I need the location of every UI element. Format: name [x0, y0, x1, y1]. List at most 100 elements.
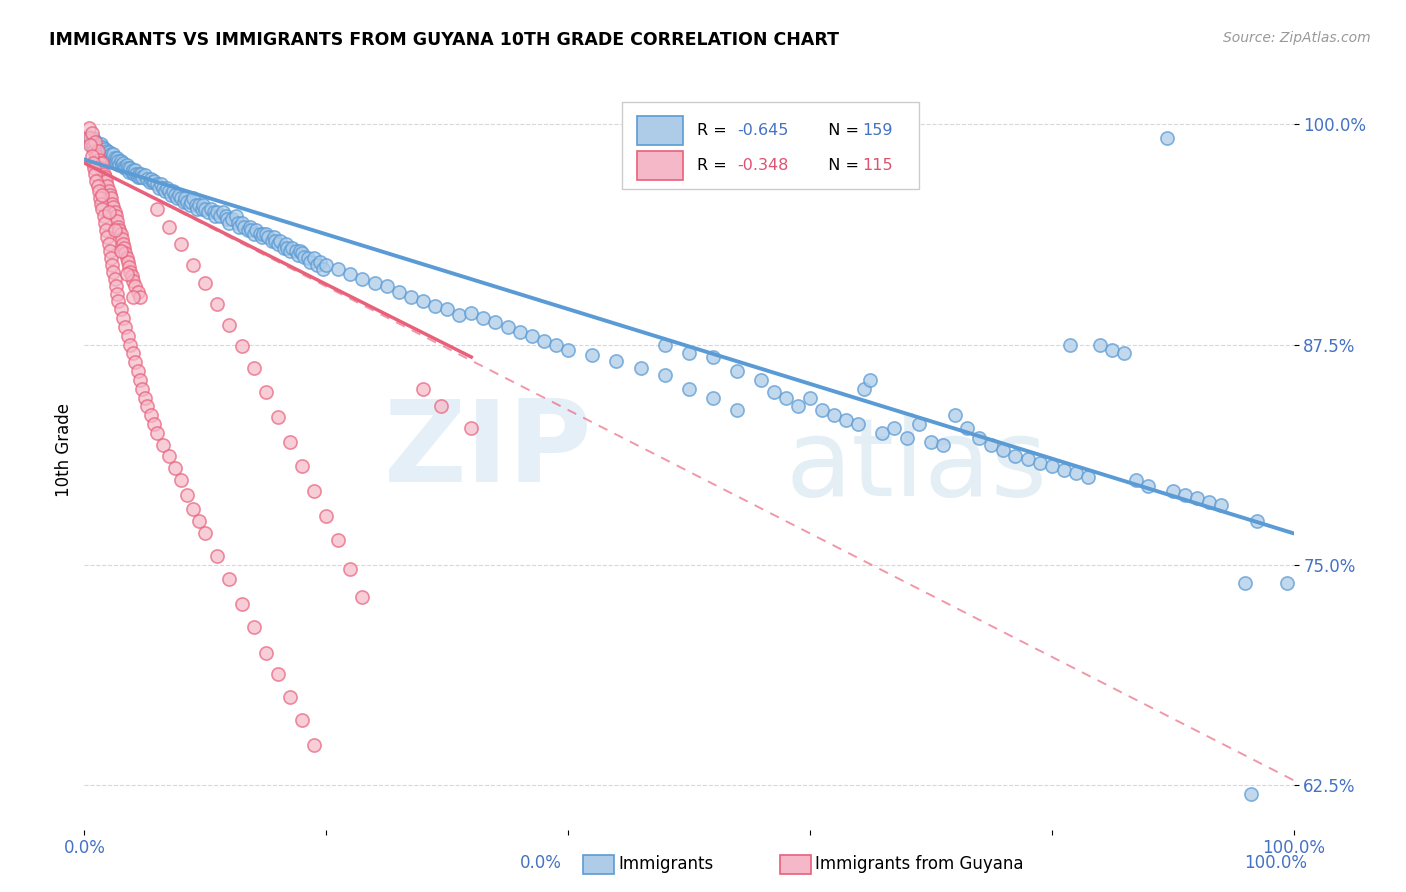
Text: Source: ZipAtlas.com: Source: ZipAtlas.com [1223, 31, 1371, 45]
Point [412, 293, 434, 308]
Point [1246, 514, 1268, 528]
Point [233, 219, 256, 234]
Point [762, 385, 785, 400]
Point [1040, 459, 1063, 474]
Point [146, 425, 169, 440]
Point [112, 237, 135, 252]
Point [883, 420, 905, 434]
Point [278, 434, 301, 449]
Text: atlas: atlas [786, 413, 1047, 518]
Point [1053, 463, 1076, 477]
Point [82, 131, 104, 145]
Point [186, 202, 208, 216]
Point [118, 260, 141, 274]
Point [184, 198, 207, 212]
Point [105, 214, 128, 228]
Point [90, 196, 112, 211]
Point [142, 176, 165, 190]
Point [907, 417, 929, 431]
Point [139, 408, 162, 422]
Point [97, 237, 120, 252]
Point [121, 274, 143, 288]
Point [375, 279, 398, 293]
Point [352, 590, 374, 604]
Point [91, 187, 114, 202]
Point [1156, 131, 1178, 145]
Point [120, 265, 142, 279]
Point [115, 252, 138, 266]
Point [423, 299, 446, 313]
Point [294, 250, 316, 264]
Point [121, 346, 143, 360]
Point [80, 138, 103, 153]
Point [89, 156, 111, 170]
Point [98, 149, 121, 163]
Text: IMMIGRANTS VS IMMIGRANTS FROM GUYANA 10TH GRADE CORRELATION CHART: IMMIGRANTS VS IMMIGRANTS FROM GUYANA 10T… [49, 31, 839, 49]
Point [108, 158, 131, 172]
Point [100, 252, 122, 266]
Point [98, 244, 121, 259]
Point [157, 219, 180, 234]
Point [520, 329, 543, 343]
Point [94, 142, 117, 156]
Point [90, 161, 112, 176]
Point [328, 261, 350, 276]
Point [1161, 483, 1184, 498]
Point [129, 167, 152, 181]
Point [165, 187, 187, 202]
Point [94, 147, 117, 161]
Point [91, 140, 114, 154]
Point [152, 180, 174, 194]
Point [302, 252, 325, 266]
Point [114, 320, 136, 334]
Point [176, 194, 198, 209]
Point [165, 461, 187, 475]
Point [678, 382, 700, 396]
Point [96, 178, 118, 193]
Point [117, 254, 139, 268]
Point [117, 329, 139, 343]
Point [97, 145, 120, 160]
Point [139, 172, 162, 186]
Point [121, 290, 143, 304]
Point [678, 346, 700, 360]
Text: 0.0%: 0.0% [520, 855, 562, 872]
Point [311, 261, 333, 276]
FancyBboxPatch shape [637, 116, 683, 145]
Point [83, 140, 105, 154]
Point [288, 244, 311, 259]
Point [896, 431, 918, 445]
Point [122, 167, 145, 181]
Point [94, 174, 117, 188]
Point [267, 667, 290, 681]
Point [605, 353, 627, 368]
Point [231, 339, 253, 353]
Point [98, 187, 121, 202]
Point [124, 163, 146, 178]
Point [250, 230, 273, 244]
Point [115, 267, 138, 281]
Point [328, 533, 350, 548]
Point [112, 160, 135, 174]
Point [104, 272, 127, 286]
Point [412, 382, 434, 396]
Point [496, 320, 519, 334]
Point [191, 198, 214, 212]
Point [79, 138, 101, 153]
Point [93, 145, 115, 160]
Point [654, 368, 676, 382]
Point [104, 223, 127, 237]
Point [84, 144, 107, 158]
Point [430, 400, 453, 414]
Point [181, 501, 204, 516]
Point [100, 147, 122, 161]
Point [197, 205, 219, 219]
FancyBboxPatch shape [623, 102, 918, 189]
Point [79, 135, 101, 149]
Point [980, 438, 1002, 452]
Point [143, 417, 166, 431]
Point [90, 136, 112, 151]
Point [257, 230, 280, 244]
Point [956, 420, 979, 434]
Point [86, 135, 108, 149]
